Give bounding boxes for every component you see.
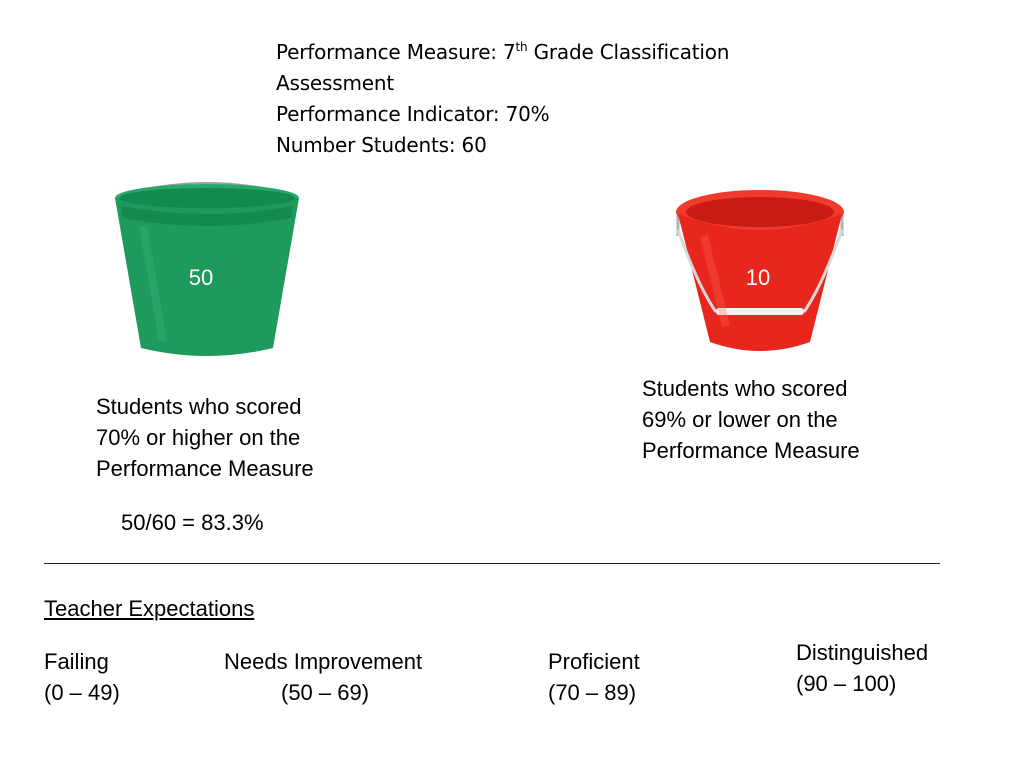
level-failing: Failing (0 – 49)	[44, 649, 120, 705]
divider-line	[44, 563, 940, 564]
performance-measure: Performance Measure: 7th Grade Classific…	[276, 40, 730, 95]
level-needs-improvement: Needs Improvement (50 – 69)	[224, 649, 423, 705]
green-bucket-icon	[103, 176, 311, 362]
red-bucket-count: 10	[745, 265, 771, 290]
red-bucket-icon	[668, 176, 852, 360]
green-bucket-count: 50	[188, 265, 214, 290]
teacher-expectations-title: Teacher Expectations	[44, 596, 255, 621]
caption-below-indicator: Students who scored 69% or lower on the …	[642, 376, 860, 463]
number-students: Number Students: 60	[276, 133, 487, 157]
level-distinguished: Distinguished (90 – 100)	[796, 640, 929, 696]
performance-header: Performance Measure: 7th Grade Classific…	[276, 37, 796, 161]
caption-above-indicator: Students who scored 70% or higher on the…	[96, 394, 314, 481]
level-proficient: Proficient (70 – 89)	[548, 649, 640, 705]
ratio-result: 50/60 = 83.3%	[121, 510, 264, 535]
performance-indicator: Performance Indicator: 70%	[276, 102, 550, 126]
